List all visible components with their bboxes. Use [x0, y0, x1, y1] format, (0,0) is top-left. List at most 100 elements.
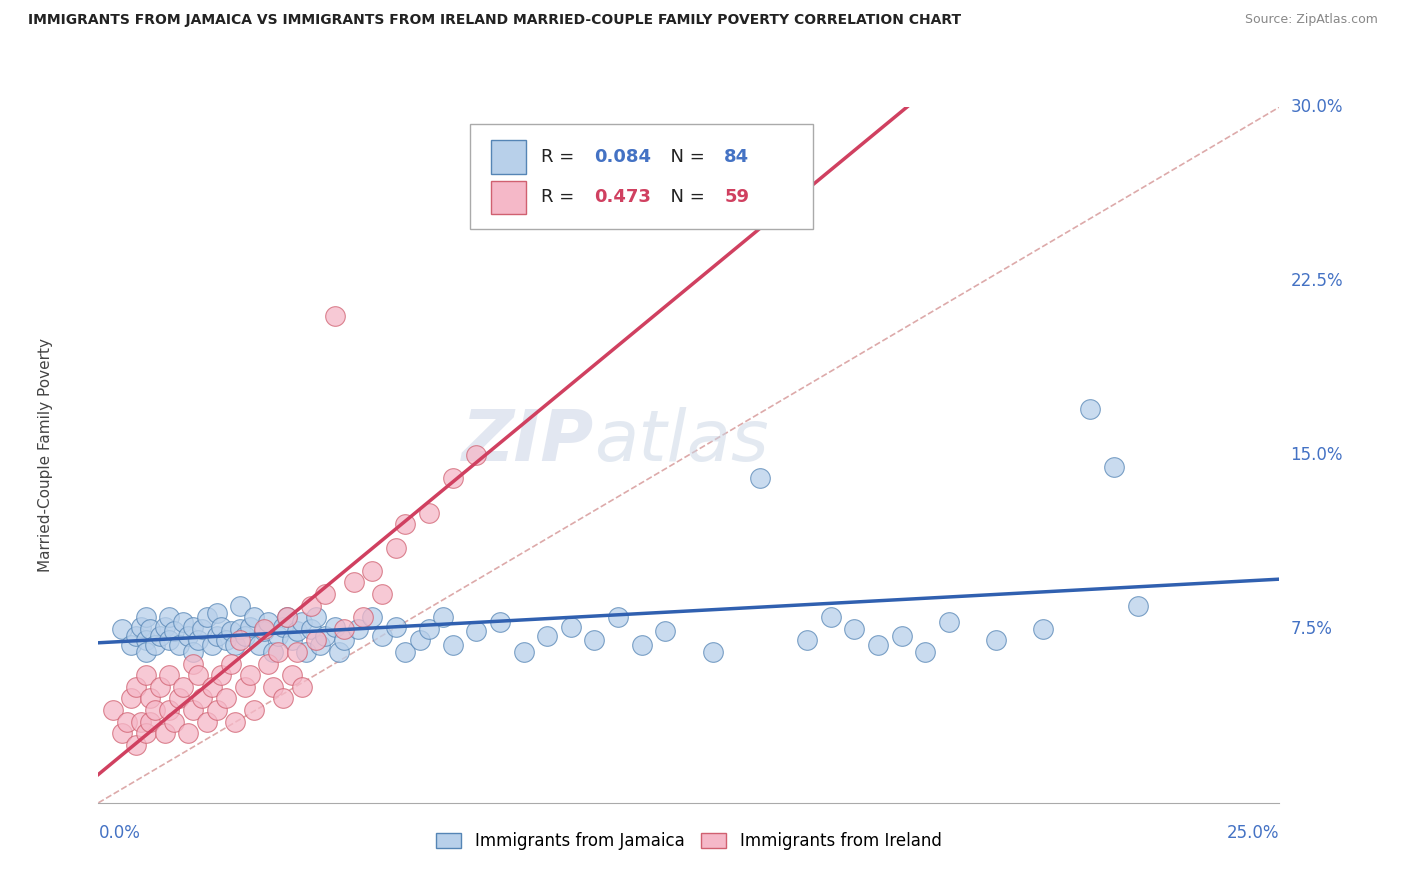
Point: [149, 680, 172, 694]
Point: [215, 633, 238, 648]
Point: [139, 622, 162, 636]
Point: [267, 645, 290, 659]
Text: 30.0%: 30.0%: [1291, 98, 1343, 116]
Point: [1032, 622, 1054, 636]
Point: [111, 622, 134, 636]
Text: N =: N =: [659, 188, 711, 206]
Point: [243, 703, 266, 717]
Point: [820, 610, 842, 624]
Point: [371, 629, 394, 643]
FancyBboxPatch shape: [491, 140, 526, 174]
Point: [205, 703, 228, 717]
Point: [866, 638, 889, 652]
Text: Source: ZipAtlas.com: Source: ZipAtlas.com: [1244, 13, 1378, 27]
Point: [276, 610, 298, 624]
Point: [323, 309, 346, 323]
Point: [512, 181, 534, 195]
Point: [347, 622, 370, 636]
Point: [607, 610, 630, 624]
Text: 84: 84: [724, 148, 749, 166]
Point: [890, 629, 912, 643]
Point: [333, 622, 356, 636]
Point: [115, 714, 138, 729]
Point: [143, 703, 166, 717]
Text: ZIP: ZIP: [463, 407, 595, 475]
Point: [914, 645, 936, 659]
Point: [305, 633, 328, 648]
Point: [441, 638, 464, 652]
Point: [796, 633, 818, 648]
Text: Married-Couple Family Poverty: Married-Couple Family Poverty: [38, 338, 53, 572]
Point: [135, 726, 157, 740]
Point: [328, 645, 350, 659]
Point: [441, 471, 464, 485]
Text: N =: N =: [659, 148, 711, 166]
Point: [536, 629, 558, 643]
Point: [323, 619, 346, 633]
Point: [181, 645, 204, 659]
Point: [195, 610, 218, 624]
Point: [233, 629, 256, 643]
Point: [418, 506, 440, 520]
Point: [276, 610, 298, 624]
Point: [143, 638, 166, 652]
Point: [465, 624, 488, 639]
Point: [342, 575, 364, 590]
Point: [135, 668, 157, 682]
Text: atlas: atlas: [595, 407, 769, 475]
Point: [121, 691, 143, 706]
Legend: Immigrants from Jamaica, Immigrants from Ireland: Immigrants from Jamaica, Immigrants from…: [430, 826, 948, 857]
Point: [135, 645, 157, 659]
Point: [938, 615, 960, 629]
Point: [333, 633, 356, 648]
Point: [984, 633, 1007, 648]
Point: [157, 633, 180, 648]
Point: [224, 638, 246, 652]
Point: [157, 610, 180, 624]
Point: [394, 645, 416, 659]
Point: [1080, 401, 1102, 416]
Point: [239, 668, 262, 682]
Point: [560, 619, 582, 633]
Point: [167, 691, 190, 706]
Point: [432, 610, 454, 624]
Point: [583, 633, 606, 648]
Point: [385, 619, 408, 633]
Point: [654, 624, 676, 639]
Point: [181, 619, 204, 633]
Point: [271, 691, 294, 706]
Point: [229, 633, 252, 648]
Text: 22.5%: 22.5%: [1291, 272, 1343, 290]
Point: [177, 726, 200, 740]
Text: 15.0%: 15.0%: [1291, 446, 1343, 464]
Point: [281, 668, 304, 682]
Point: [385, 541, 408, 555]
Point: [253, 624, 276, 639]
Point: [299, 599, 322, 613]
FancyBboxPatch shape: [471, 124, 813, 229]
Point: [239, 619, 262, 633]
Point: [224, 714, 246, 729]
Text: 0.084: 0.084: [595, 148, 651, 166]
Point: [844, 622, 866, 636]
Point: [172, 680, 194, 694]
Point: [299, 622, 322, 636]
Point: [290, 615, 312, 629]
Text: IMMIGRANTS FROM JAMAICA VS IMMIGRANTS FROM IRELAND MARRIED-COUPLE FAMILY POVERTY: IMMIGRANTS FROM JAMAICA VS IMMIGRANTS FR…: [28, 13, 962, 28]
Point: [215, 691, 238, 706]
Text: 7.5%: 7.5%: [1291, 620, 1333, 638]
Point: [157, 703, 180, 717]
Point: [271, 619, 294, 633]
Point: [153, 726, 176, 740]
Point: [253, 622, 276, 636]
Text: R =: R =: [541, 148, 581, 166]
Point: [101, 703, 124, 717]
Point: [229, 622, 252, 636]
Point: [201, 680, 224, 694]
Point: [243, 610, 266, 624]
Text: 25.0%: 25.0%: [1227, 823, 1279, 842]
Point: [111, 726, 134, 740]
Point: [257, 615, 280, 629]
Point: [418, 622, 440, 636]
Point: [209, 668, 232, 682]
